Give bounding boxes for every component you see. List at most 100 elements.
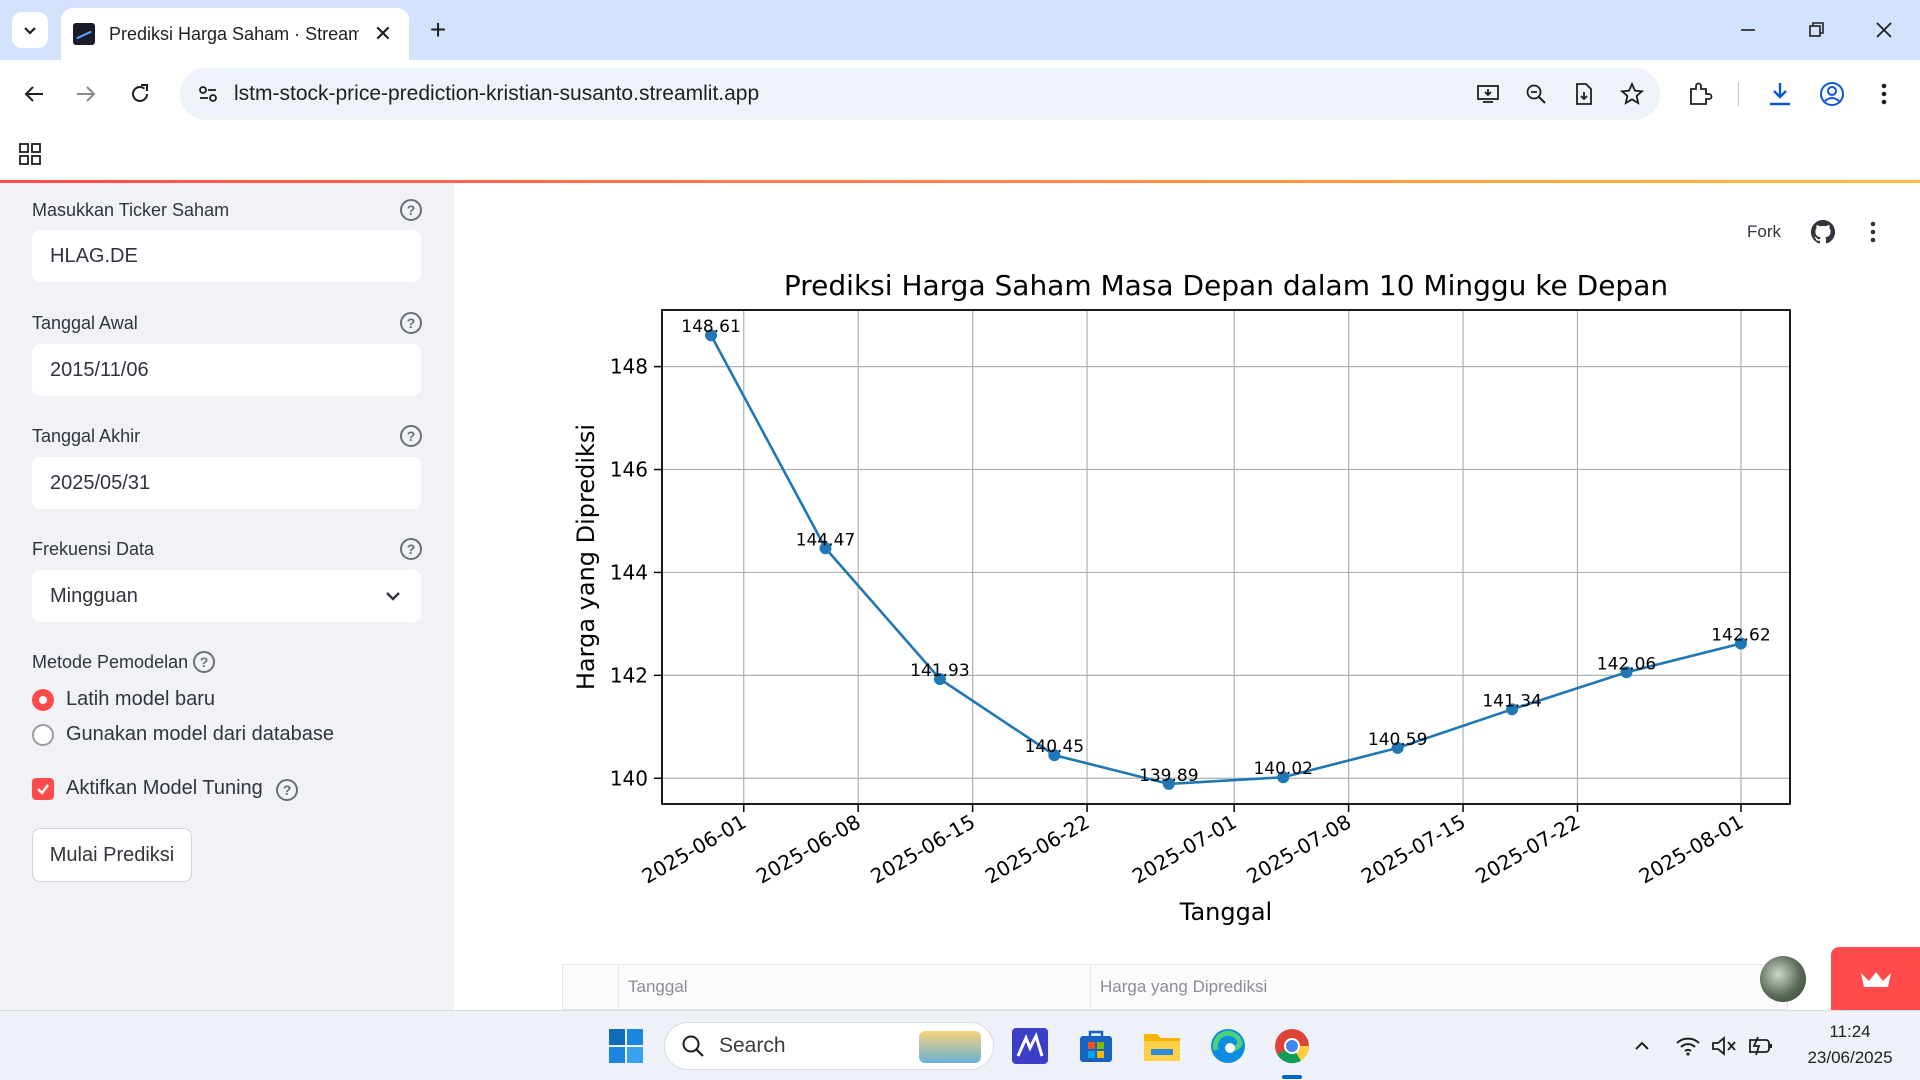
bookmarks-bar <box>0 128 1920 180</box>
frequency-label: Frekuensi Data <box>32 539 155 559</box>
more-vertical-icon[interactable] <box>1858 217 1888 247</box>
tab-title: Prediksi Harga Saham · Streamlit <box>109 23 359 44</box>
zoom-icon[interactable] <box>1516 74 1556 114</box>
x-tick-label: 2025-08-01 <box>1635 810 1748 889</box>
help-icon[interactable]: ? <box>193 651 215 673</box>
microsoft-store-icon[interactable] <box>1074 1024 1118 1068</box>
browser-tab[interactable]: Prediksi Harga Saham · Streamlit ✕ <box>61 8 409 60</box>
github-icon[interactable] <box>1808 217 1838 247</box>
help-icon[interactable]: ? <box>276 779 298 801</box>
start-date-input[interactable]: 2015/11/06 <box>32 344 421 396</box>
data-label: 141.93 <box>910 661 969 681</box>
apps-grid-icon[interactable] <box>14 138 46 170</box>
y-tick-label: 148 <box>610 355 648 379</box>
tab-search-button[interactable] <box>12 12 48 48</box>
column-divider <box>1090 965 1091 1011</box>
close-window-button[interactable] <box>1860 10 1908 50</box>
help-icon[interactable]: ? <box>400 425 422 447</box>
favicon-icon <box>73 23 95 45</box>
taskbar: Search 11:24 23/06/2025 <box>0 1010 1920 1080</box>
fork-button[interactable]: Fork <box>1747 222 1781 241</box>
sidebar: Masukkan Ticker Saham ? HLAG.DE Tanggal … <box>0 183 454 1010</box>
address-bar[interactable]: lstm-stock-price-prediction-kristian-sus… <box>180 68 1660 120</box>
minimize-icon <box>1741 29 1755 31</box>
browser-menu-icon[interactable] <box>1864 74 1904 114</box>
data-point <box>705 329 718 342</box>
data-point <box>933 672 946 685</box>
save-page-icon[interactable] <box>1564 74 1604 114</box>
arrow-left-icon <box>24 86 43 102</box>
profile-icon[interactable] <box>1812 74 1852 114</box>
manage-app-button[interactable] <box>1831 947 1920 1010</box>
help-icon[interactable]: ? <box>400 312 422 334</box>
data-point <box>1277 771 1290 784</box>
avatar[interactable] <box>1760 956 1806 1002</box>
site-info-icon[interactable] <box>188 74 228 114</box>
active-app-indicator <box>1282 1075 1302 1079</box>
bookmark-star-icon[interactable] <box>1612 74 1652 114</box>
volume-muted-icon[interactable] <box>1710 1032 1738 1060</box>
y-tick-label: 144 <box>610 560 648 584</box>
column-header-predicted-price[interactable]: Harga yang Diprediksi <box>1100 977 1268 996</box>
prediction-table-header: Tanggal Harga yang Diprediksi <box>562 964 1788 1011</box>
data-label: 140.59 <box>1368 730 1427 750</box>
column-header-date[interactable]: Tanggal <box>628 977 688 996</box>
forward-button[interactable] <box>66 74 106 114</box>
y-tick-label: 146 <box>610 458 648 482</box>
ticker-label: Masukkan Ticker Saham <box>32 200 230 220</box>
minimize-button[interactable] <box>1724 10 1772 50</box>
end-date-input[interactable]: 2025/05/31 <box>32 457 421 509</box>
data-label: 139.89 <box>1139 766 1198 786</box>
system-clock[interactable]: 11:24 23/06/2025 <box>1790 1019 1910 1071</box>
battery-charging-icon[interactable] <box>1746 1032 1774 1060</box>
y-tick-label: 140 <box>610 766 648 790</box>
downloads-icon[interactable] <box>1760 74 1800 114</box>
new-tab-button[interactable]: + <box>429 14 447 45</box>
y-tick-label: 142 <box>610 663 648 687</box>
reload-icon <box>132 84 148 102</box>
chevron-up-icon[interactable] <box>1628 1032 1656 1060</box>
clock-date: 23/06/2025 <box>1807 1048 1893 1067</box>
wifi-icon[interactable] <box>1674 1032 1702 1060</box>
restore-button[interactable] <box>1792 10 1840 50</box>
install-app-icon[interactable] <box>1468 74 1508 114</box>
data-point <box>1391 741 1404 754</box>
close-tab-icon[interactable]: ✕ <box>373 21 393 46</box>
data-point <box>1048 749 1061 762</box>
frequency-selected-value: Mingguan <box>50 584 138 607</box>
edge-browser-icon[interactable] <box>1206 1024 1250 1068</box>
frequency-select[interactable]: Mingguan <box>32 570 421 622</box>
radio-use-database-model[interactable]: Gunakan model dari database <box>32 723 334 746</box>
x-tick-label: 2025-07-01 <box>1128 810 1241 889</box>
app-icon[interactable] <box>1008 1024 1052 1068</box>
data-label: 144.47 <box>796 530 855 550</box>
data-point <box>1506 703 1519 716</box>
streamlit-decoration-line <box>0 180 1920 183</box>
start-prediction-button[interactable]: Mulai Prediksi <box>32 828 192 882</box>
x-tick-label: 2025-07-22 <box>1471 810 1584 889</box>
extensions-icon[interactable] <box>1680 74 1720 114</box>
data-point <box>1162 777 1175 790</box>
main-content: Fork 148.61 144.47 141.93 140.45 139.89 140.0… <box>454 183 1920 1011</box>
search-highlight-image <box>919 1031 981 1063</box>
file-explorer-icon[interactable] <box>1140 1024 1184 1068</box>
taskbar-search-box[interactable]: Search <box>664 1022 994 1070</box>
windows-start-icon[interactable] <box>604 1024 648 1068</box>
url-text: lstm-stock-price-prediction-kristian-sus… <box>234 82 760 105</box>
back-button[interactable] <box>14 74 54 114</box>
ticker-input[interactable]: HLAG.DE <box>32 230 421 282</box>
tuning-checkbox[interactable]: Aktifkan Model Tuning <box>32 777 263 800</box>
search-icon <box>682 1035 704 1057</box>
prediction-chart: 148.61 144.47 141.93 140.45 139.89 140.02 140.… <box>572 269 1791 926</box>
data-point <box>1620 666 1633 679</box>
crown-icon <box>1860 971 1891 987</box>
help-icon[interactable]: ? <box>400 538 422 560</box>
help-icon[interactable]: ? <box>400 199 422 221</box>
radio-train-new-model[interactable]: Latih model baru <box>32 688 215 711</box>
x-tick-label: 2025-06-01 <box>638 810 751 889</box>
start-date-label: Tanggal Awal <box>32 313 138 333</box>
x-axis-label: Tanggal <box>1179 898 1272 926</box>
radio-unselected <box>32 723 54 746</box>
chrome-browser-icon[interactable] <box>1270 1024 1314 1068</box>
reload-button[interactable] <box>120 74 160 114</box>
